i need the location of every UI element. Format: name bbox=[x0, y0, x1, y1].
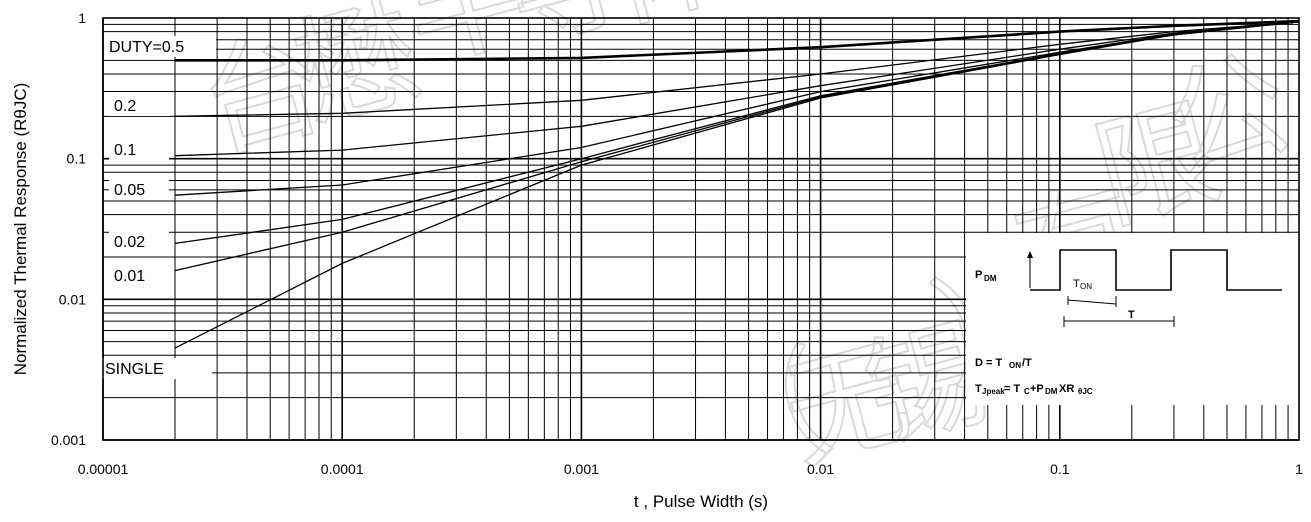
series-line-6 bbox=[174, 21, 1300, 349]
plot-frame bbox=[102, 17, 1300, 441]
series-label-1: 0.2 bbox=[114, 98, 136, 115]
series-line-0 bbox=[175, 19, 1300, 62]
x-tick-label: 0.01 bbox=[807, 461, 834, 477]
series-label-3: 0.05 bbox=[114, 182, 145, 199]
series-labels: DUTY=0.5 0.2 0.1 0.05 0.02 0.01 SINGLE bbox=[100, 36, 216, 379]
series-label-bg bbox=[100, 358, 212, 379]
y-tick-label: 0.001 bbox=[51, 432, 86, 448]
series-line-2 bbox=[174, 21, 1300, 157]
y-axis-title: Normalized Thermal Response (RθJC) bbox=[11, 83, 30, 376]
duty-formula-tail: /T bbox=[1022, 357, 1032, 369]
tj-formula-sub1: Jpeak bbox=[982, 387, 1005, 396]
x-tick-label: 1 bbox=[1295, 461, 1303, 477]
series-label-6: SINGLE bbox=[105, 361, 164, 378]
series-lines bbox=[174, 19, 1300, 349]
x-tick-label: 0.0001 bbox=[321, 461, 364, 477]
series-label-bg bbox=[109, 95, 169, 116]
inset-box bbox=[966, 233, 1299, 405]
series-label-0: DUTY=0.5 bbox=[109, 39, 184, 56]
pdm-sub: DM bbox=[984, 274, 997, 283]
series-label-bg bbox=[109, 231, 169, 252]
x-axis-title: t , Pulse Width (s) bbox=[634, 492, 768, 511]
pulse-waveform bbox=[1030, 249, 1282, 291]
tj-formula: T bbox=[975, 383, 982, 395]
y-tick-label: 1 bbox=[78, 10, 86, 26]
ton-dimension bbox=[1067, 299, 1117, 305]
duty-formula-sub: ON bbox=[1009, 361, 1021, 370]
tj-formula-sub3: DM bbox=[1045, 387, 1058, 396]
axes: 0.00001 0.0001 0.001 0.01 0.1 1 0.001 0.01 0.1 1 t… bbox=[11, 10, 1303, 511]
ton-sub: ON bbox=[1080, 282, 1092, 291]
x-tick-label: 0.1 bbox=[1050, 461, 1070, 477]
pdm-arrowhead bbox=[1027, 251, 1033, 258]
x-tick-label: 0.001 bbox=[564, 461, 599, 477]
series-label-bg bbox=[109, 265, 169, 286]
series-label-bg bbox=[109, 139, 169, 160]
tj-formula-b: = T bbox=[1004, 383, 1020, 395]
series-label-4: 0.02 bbox=[114, 234, 145, 251]
x-tick-label: 0.00001 bbox=[78, 461, 129, 477]
ton-label: T bbox=[1073, 278, 1080, 290]
tj-formula-c: +P bbox=[1030, 383, 1044, 395]
duty-formula: D = T bbox=[975, 357, 1002, 369]
pdm-label: P bbox=[975, 269, 982, 281]
series-label-bg bbox=[109, 179, 169, 200]
y-tick-label: 0.01 bbox=[59, 291, 86, 307]
t-label: T bbox=[1128, 309, 1135, 321]
tj-formula-sub4: θJC bbox=[1078, 387, 1093, 396]
tj-formula-d: XR bbox=[1059, 383, 1074, 395]
y-tick-label: 0.1 bbox=[67, 151, 87, 167]
series-line-1 bbox=[174, 21, 1300, 117]
series-label-bg bbox=[104, 36, 216, 57]
series-label-2: 0.1 bbox=[114, 142, 136, 159]
series-label-5: 0.01 bbox=[114, 268, 145, 285]
tj-formula-sub2: C bbox=[1024, 387, 1030, 396]
series-line-3 bbox=[174, 21, 1300, 196]
